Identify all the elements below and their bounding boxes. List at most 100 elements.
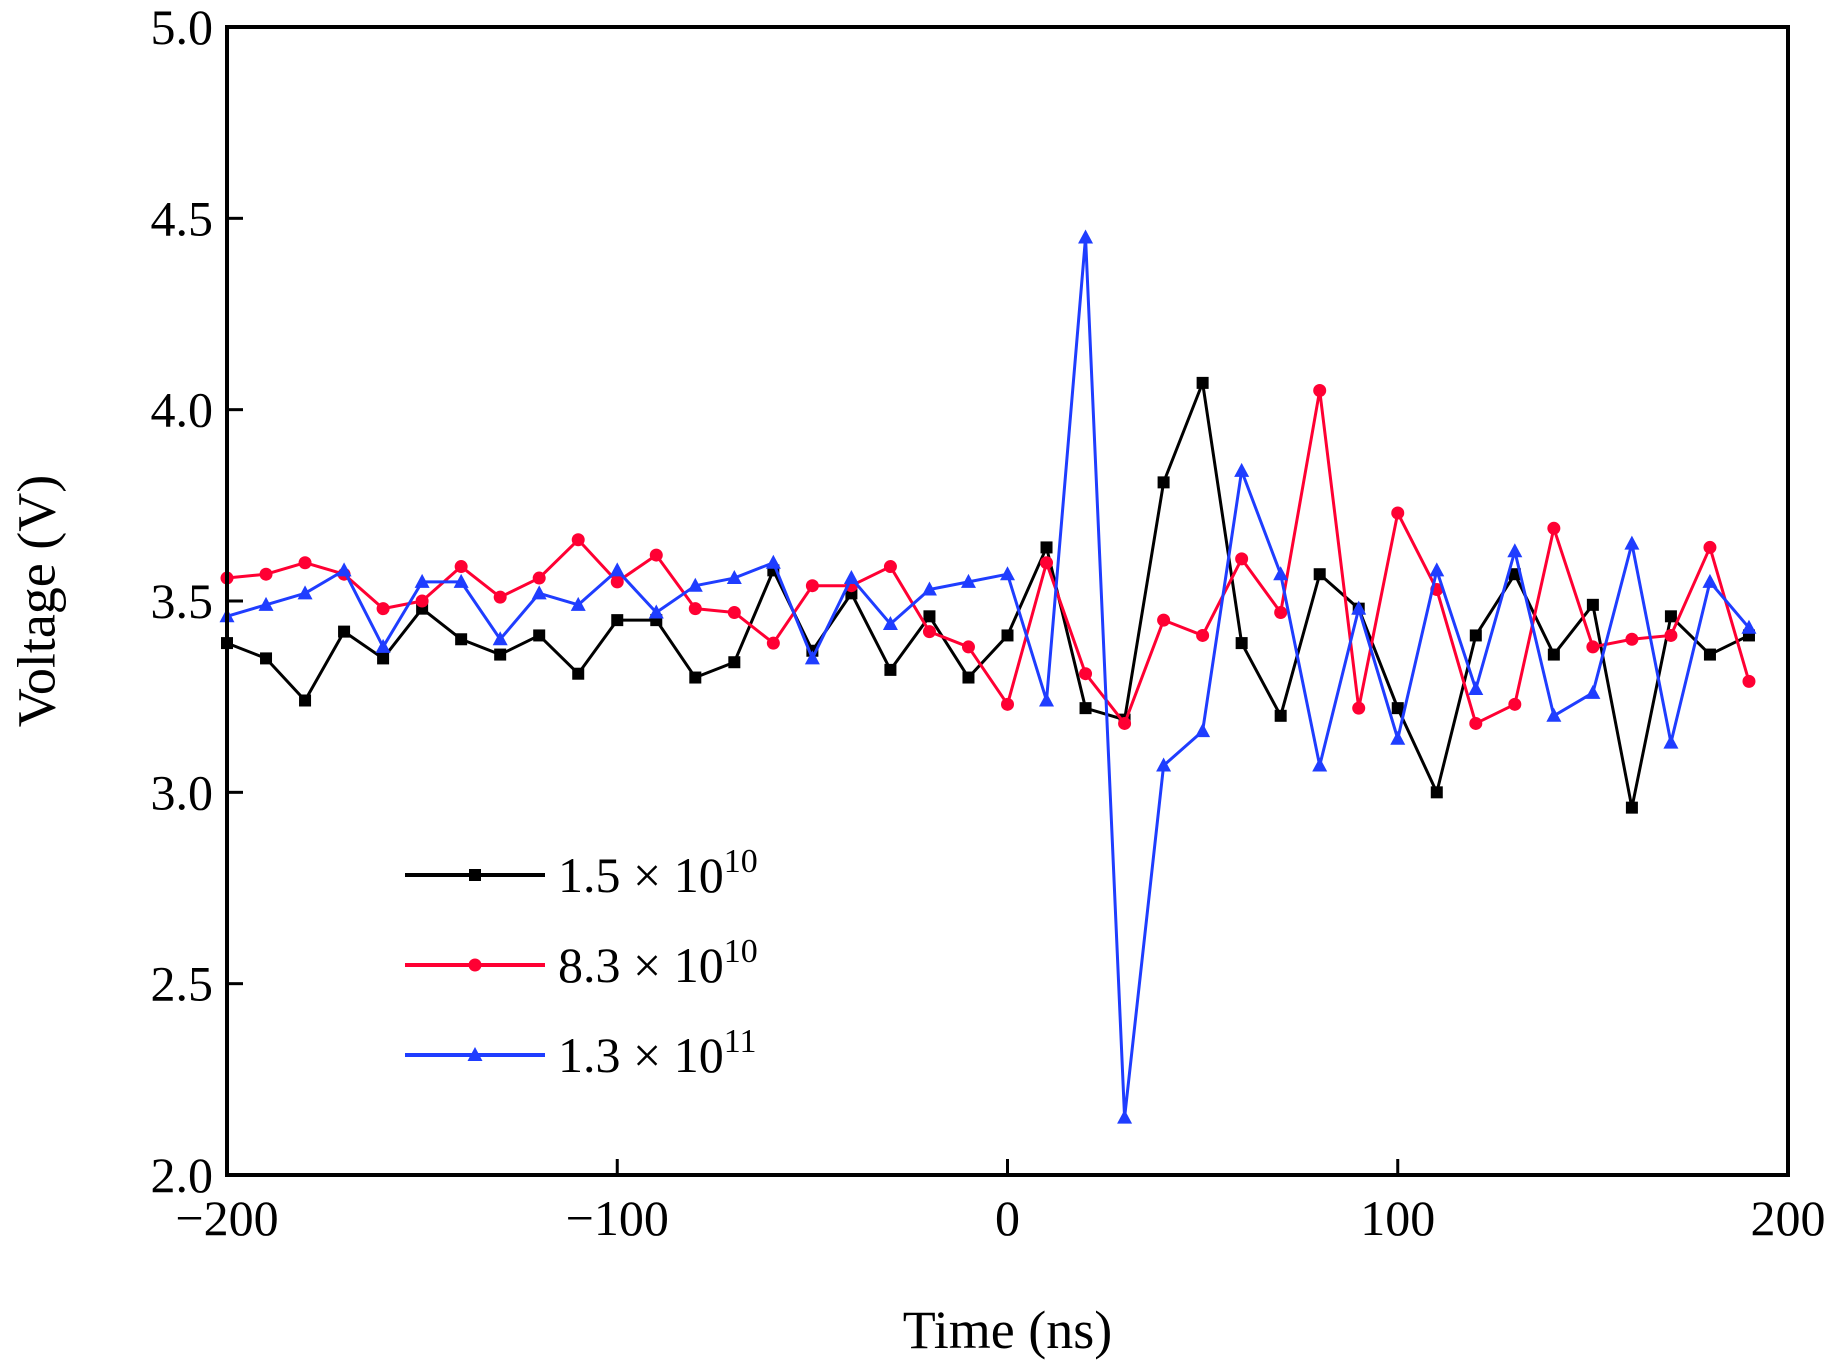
legend-label-base: 8.3 × 10 [558,937,724,993]
data-point [1040,541,1053,554]
data-point [1703,648,1716,661]
data-point [455,633,468,646]
data-point [375,638,391,653]
data-point [1664,610,1677,623]
series-2 [220,384,1756,730]
data-point [1508,568,1521,581]
axis-ticks: −200 −100 0 100 200 2.0 2.5 3.0 3.5 4.0 4.5 5.0 [151,0,1826,1246]
data-point [1313,384,1327,398]
data-point [610,575,624,589]
data-point [1625,801,1638,814]
data-point [1078,229,1094,244]
data-point [1274,605,1288,619]
data-point [1702,573,1718,588]
data-point [921,581,937,596]
y-tick-label: 3.5 [151,573,214,629]
data-point [376,602,390,616]
legend-label-exponent: 10 [724,843,758,880]
data-point [493,590,507,604]
data-point [1001,697,1014,711]
data-point [415,594,429,608]
x-tick-label: 200 [1751,1190,1826,1246]
data-point [1742,674,1756,688]
legend-item: 8.3 × 1010 [405,933,758,993]
data-point [843,570,859,585]
data-point [1352,701,1366,715]
data-point [260,652,273,665]
data-point [1547,648,1560,661]
legend-marker [469,869,481,881]
data-point [1703,540,1717,554]
series-1 [221,376,1755,814]
x-tick-label: 100 [1360,1190,1435,1246]
data-point [611,614,624,627]
y-tick-label: 2.5 [151,956,214,1012]
data-point [1586,598,1599,611]
data-point [1585,684,1601,699]
legend-marker [468,958,482,972]
y-tick-label: 3.0 [151,764,214,820]
data-point [258,596,274,611]
data-point [1234,462,1250,477]
series-line [226,381,1750,810]
data-point [1430,786,1443,799]
y-tick-label: 4.5 [151,190,214,246]
data-point [884,663,897,676]
data-point [882,615,898,630]
data-point [1196,376,1209,389]
data-point [1195,723,1211,738]
data-point [1468,681,1484,696]
data-point [1157,613,1171,627]
data-point [1196,628,1210,642]
data-point [765,554,781,569]
data-point [1547,521,1561,535]
legend-item: 1.5 × 1010 [405,843,758,903]
data-point [1624,535,1640,550]
plot-frame [225,25,1790,1177]
data-point [726,570,742,585]
data-point [297,585,313,600]
data-point [1625,632,1639,646]
series-line [226,235,1751,1120]
data-point [1546,707,1562,722]
x-tick-label: −200 [175,1190,278,1246]
data-point [1000,566,1015,581]
data-point [688,602,702,616]
data-point [923,610,936,623]
legend-label-base: 1.5 × 10 [558,847,724,903]
data-point [1390,730,1406,745]
series-3 [219,229,1757,1124]
data-point [609,562,625,577]
y-tick-label: 4.0 [151,382,214,438]
x-tick-label: 0 [995,1190,1020,1246]
legend-label: 8.3 × 1010 [558,933,758,993]
data-point [453,573,469,588]
y-tick-label: 5.0 [151,0,214,55]
data-point [1664,628,1678,642]
data-point [454,560,468,574]
data-point [1273,566,1289,581]
data-point [570,596,586,611]
data-point [1118,716,1132,730]
data-point [728,656,741,669]
data-point [1079,667,1093,681]
data-point [336,562,352,577]
data-point [1507,543,1523,558]
data-point [1508,697,1522,711]
data-point [1469,629,1482,642]
x-tick-label: −100 [566,1190,669,1246]
data-point [1586,640,1600,654]
data-point [804,650,820,665]
legend-label-base: 1.3 × 10 [558,1027,724,1083]
y-tick-label: 2.0 [151,1147,214,1203]
data-point [727,605,741,619]
data-point [492,631,508,646]
data-point [1274,709,1287,722]
data-point [494,648,507,661]
data-point [766,636,780,650]
data-point [649,548,663,562]
data-point [960,573,976,588]
data-point [1391,506,1405,520]
